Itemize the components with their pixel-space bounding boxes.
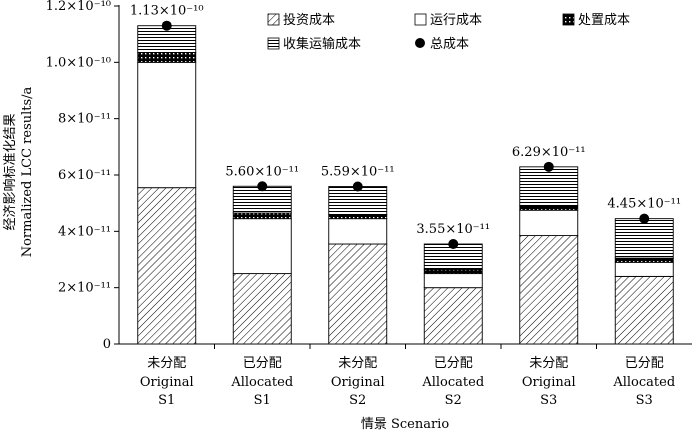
bar-segment-investment [519,235,579,345]
bar-segment-disposal [519,205,579,211]
total-value-label: 5.59×10⁻¹¹ [321,165,395,180]
category-label-line2: Original [522,375,576,390]
category-label-line2: Original [331,375,385,390]
category-label-line3: S3 [636,393,653,408]
category-label-line1: 未分配 [338,356,377,371]
category-label-line2: Allocated [612,375,675,390]
y-tick-label: 0 [103,337,111,352]
total-marker [448,239,459,250]
category-label-line1: 已分配 [243,356,282,371]
bar-segment-investment [232,273,292,345]
total-marker [161,20,172,31]
total-value-label: 5.60×10⁻¹¹ [225,164,299,179]
y-tick-label: 1.2×10⁻¹⁰ [46,0,111,14]
bar-segment-investment [614,275,674,345]
total-marker [543,161,554,172]
legend-label-investment: 投资成本 [283,12,335,28]
y-tick-label: 2×10⁻¹¹ [58,281,111,296]
bar-segment-investment [328,243,388,345]
category-label-line2: Allocated [230,375,293,390]
legend: 投资成本 运行成本 处置成本 收集运输成本 总成本 [267,12,630,52]
bar-segment-investment [137,187,197,345]
legend-marker-total [415,38,425,48]
total-value-label: 4.45×10⁻¹¹ [607,197,681,212]
bar-segment-operation [614,261,674,277]
legend-swatch-collection [267,37,280,50]
category-label-line1: 未分配 [147,356,186,371]
legend-swatch-investment [267,13,280,26]
total-markers-group: 1.13×10⁻¹⁰ 5.60×10⁻¹¹ 5.59×10⁻¹¹ 3.55×10⁻¹¹… [130,4,681,250]
legend-label-disposal: 处置成本 [578,13,630,28]
category-label-line3: S1 [254,393,271,408]
y-axis-ticks: 0 2×10⁻¹¹ 4×10⁻¹¹ 6×10⁻¹¹ 8×10⁻¹¹ 1.0×10⁻¹⁰ 1.… [46,0,119,352]
bar-segment-collection [614,218,674,259]
total-value-label: 3.55×10⁻¹¹ [416,222,490,237]
total-marker [639,213,650,224]
y-tick-label: 6×10⁻¹¹ [58,168,111,183]
total-value-label: 1.13×10⁻¹⁰ [130,4,204,19]
total-value-label: 6.29×10⁻¹¹ [512,145,586,160]
legend-swatch-operation [414,13,427,26]
category-label-line3: S2 [349,393,366,408]
y-tick-label: 1.0×10⁻¹⁰ [46,55,111,70]
legend-label-collection: 收集运输成本 [283,36,361,52]
y-tick-label: 4×10⁻¹¹ [58,224,111,239]
legend-label-total: 总成本 [430,37,469,52]
bar-segment-operation [328,218,388,245]
bar-segment-disposal [137,52,197,63]
category-label-line1: 已分配 [434,356,473,371]
bar-segment-operation [232,218,292,275]
category-label-line1: 未分配 [529,356,568,371]
category-labels-group: 未分配 Original S1 已分配 Allocated S1 未分配 Original S2… [140,344,675,408]
category-label-line2: Allocated [421,375,484,390]
category-label-line3: S1 [158,393,175,408]
bar-segment-operation [137,61,197,189]
bar-segment-investment [423,287,483,345]
bar-segment-disposal [232,212,292,220]
category-label-line3: S2 [445,393,462,408]
y-axis-title-en: Normalized LCC results/a [20,86,35,257]
legend-label-operation: 运行成本 [430,13,482,28]
y-tick-label: 8×10⁻¹¹ [58,112,111,127]
y-axis-title-cn: 经济影响标准化结果 [2,113,18,230]
bar-segment-disposal [423,268,483,275]
total-marker [352,181,363,192]
legend-swatch-disposal [562,13,575,26]
category-label-line1: 已分配 [625,356,664,371]
bar-segment-disposal [328,213,388,220]
bar-segment-operation [423,273,483,289]
category-label-line2: Original [140,375,194,390]
total-marker [257,181,268,192]
bar-segment-disposal [614,257,674,263]
x-axis-title: 情景 Scenario [361,417,450,432]
bar-segment-operation [519,209,579,237]
bar-segment-collection [519,166,579,207]
bars-group [137,25,674,345]
category-label-line3: S3 [540,393,557,408]
